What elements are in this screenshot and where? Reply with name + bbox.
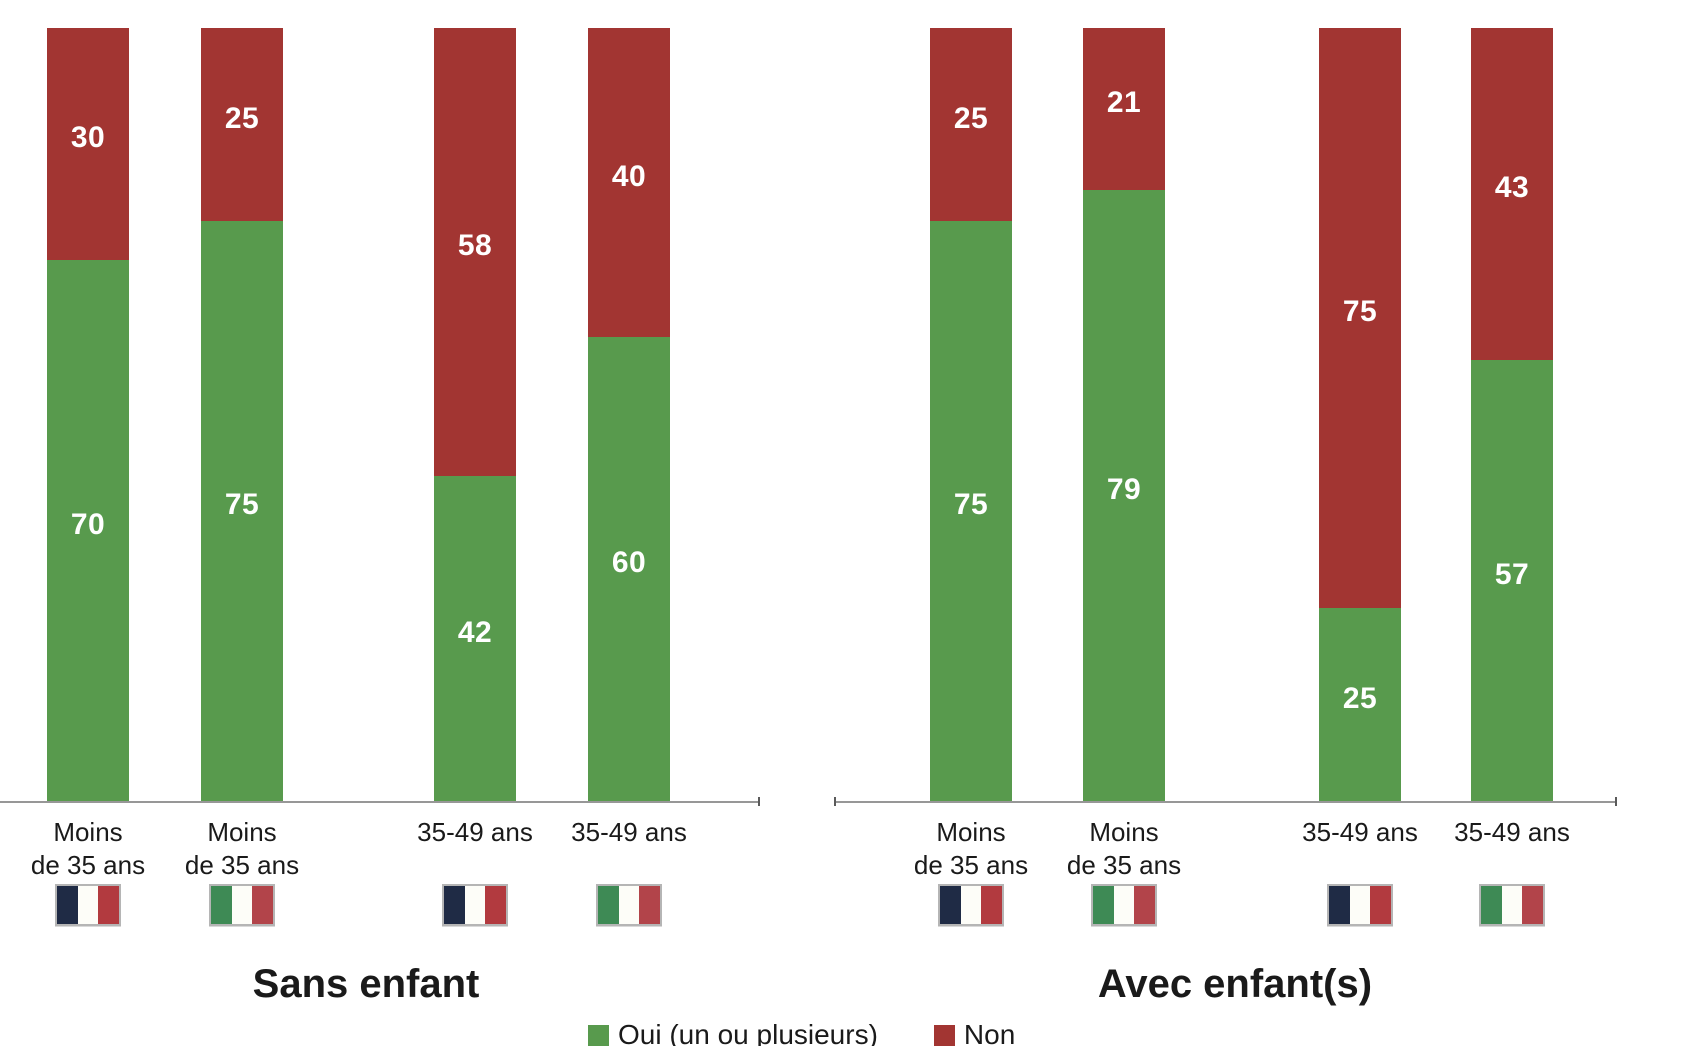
bar-segment-oui: 60 [588,337,670,801]
flag-stripe [464,886,486,924]
legend-label-oui: Oui (un ou plusieurs) [618,1019,878,1046]
segment-value-label: 75 [1342,295,1378,328]
flag-stripe [1349,886,1371,924]
legend-label-non: Non [963,1019,1016,1046]
legend-swatch-non-icon [933,1024,955,1046]
flag-stripe [981,886,1003,924]
segment-value-label: 60 [611,546,647,579]
flag-stripe [940,886,961,924]
bar-segment-oui: 75 [930,221,1012,801]
segment-value-label: 42 [457,615,493,649]
bar-segment-non: 25 [201,28,283,221]
segment-value-label: 58 [457,229,493,262]
bar-segment-oui: 42 [434,476,516,801]
segment-value-label: 40 [611,159,647,193]
flag-stripe [639,886,661,924]
flag-stripe [960,886,982,924]
legend-swatch-oui-icon [588,1024,609,1046]
flag-stripe [252,886,274,924]
group-title-sans-enfant: Sans enfant [252,962,480,1006]
italy-flag-icon [596,884,662,926]
flag-stripe [1134,886,1156,924]
segment-value-label: 70 [70,507,106,541]
flag-stripe [1329,886,1350,924]
france-flag-icon [1327,884,1393,926]
flag-stripe [211,886,232,924]
france-flag-icon [938,884,1004,926]
flag-stripe [1522,886,1544,924]
flag-stripe [618,886,640,924]
bar-segment-oui: 75 [201,221,283,801]
france-flag-icon [55,884,121,926]
age-category-label: Moins de 35 ans [184,817,300,880]
bar-segment-non: 75 [1319,28,1401,608]
x-axis-line [835,801,1616,803]
flag-stripe [231,886,253,924]
flag-stripe [1113,886,1135,924]
x-axis-line [0,801,759,803]
france-flag-icon [442,884,508,926]
segment-value-label: 57 [1494,557,1530,591]
age-category-label: Moins de 35 ans [30,817,146,880]
bar-segment-oui: 70 [47,260,129,801]
bar-segment-non: 21 [1083,28,1165,190]
italy-flag-icon [1091,884,1157,926]
flag-stripe [77,886,99,924]
flag-stripe [444,886,465,924]
legend-item-oui: Oui (un ou plusieurs) [588,1019,878,1046]
age-category-label: 35-49 ans [571,817,687,847]
bar-segment-non: 30 [47,28,129,260]
segment-value-label: 43 [1494,171,1530,204]
segment-value-label: 25 [953,101,989,135]
segment-value-label: 25 [224,101,260,135]
italy-flag-icon [1479,884,1545,926]
group-title-avec-enfants: Avec enfant(s) [1097,962,1373,1006]
bar-segment-oui: 57 [1471,360,1553,801]
legend-item-non: Non [933,1019,1016,1046]
flag-stripe [485,886,507,924]
age-category-label: Moins de 35 ans [913,817,1029,880]
flag-stripe [1370,886,1392,924]
x-axis-end-tick [1615,797,1617,806]
age-category-label: 35-49 ans [417,817,533,847]
bar-segment-oui: 25 [1319,608,1401,801]
flag-stripe [598,886,619,924]
x-axis-end-tick [834,797,836,806]
bar-segment-oui: 79 [1083,190,1165,801]
bar-segment-non: 43 [1471,28,1553,360]
flag-stripe [1481,886,1502,924]
italy-flag-icon [209,884,275,926]
flag-stripe [1093,886,1114,924]
age-category-label: 35-49 ans [1454,817,1570,847]
chart-legend: Oui (un ou plusieurs) Non [588,1019,1015,1046]
flag-stripe [1501,886,1523,924]
bar-segment-non: 40 [588,28,670,337]
age-category-label: 35-49 ans [1302,817,1418,847]
flag-stripe [57,886,78,924]
segment-value-label: 79 [1106,472,1142,506]
segment-value-label: 75 [224,488,260,521]
segment-value-label: 75 [953,488,989,521]
bar-segment-non: 25 [930,28,1012,221]
segment-value-label: 25 [1342,681,1378,715]
segment-value-label: 30 [70,121,106,154]
age-category-label: Moins de 35 ans [1066,817,1182,880]
segment-value-label: 21 [1106,86,1142,119]
flag-stripe [98,886,120,924]
x-axis-end-tick [758,797,760,806]
bar-segment-non: 58 [434,28,516,476]
